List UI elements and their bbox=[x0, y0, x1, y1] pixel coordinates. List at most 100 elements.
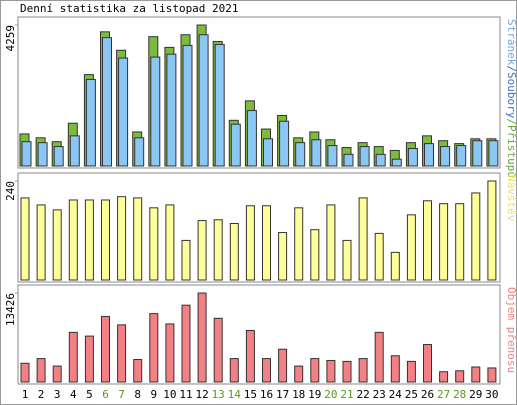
panel bbox=[17, 284, 501, 385]
bar bbox=[343, 153, 354, 167]
bar bbox=[455, 370, 465, 383]
bar bbox=[245, 329, 255, 383]
bar bbox=[133, 359, 143, 383]
bar bbox=[423, 344, 432, 383]
x-tick-label: 11 bbox=[179, 388, 192, 401]
bar bbox=[262, 205, 271, 281]
bar bbox=[36, 358, 46, 383]
bar bbox=[487, 180, 497, 281]
panel bbox=[17, 172, 501, 283]
bar bbox=[21, 141, 32, 167]
x-tick-label: 30 bbox=[485, 388, 498, 401]
bar bbox=[455, 203, 465, 281]
legend-entry: /Přístupů bbox=[505, 118, 517, 178]
bar bbox=[52, 365, 62, 383]
bar bbox=[471, 192, 481, 281]
bar bbox=[213, 219, 223, 281]
bar bbox=[101, 199, 110, 281]
x-tick-label: 16 bbox=[260, 388, 273, 401]
bar bbox=[181, 304, 191, 383]
legend-entry: Návštěv bbox=[505, 175, 517, 222]
bar bbox=[165, 204, 175, 281]
bar bbox=[294, 365, 304, 383]
y-tick-label: 4259 bbox=[4, 25, 17, 52]
bar bbox=[407, 147, 418, 167]
bar bbox=[20, 362, 30, 383]
bar bbox=[278, 348, 288, 383]
bar bbox=[68, 199, 78, 281]
bar bbox=[101, 315, 110, 383]
bar bbox=[342, 239, 352, 281]
bar bbox=[213, 317, 223, 383]
bar bbox=[166, 53, 177, 167]
bar bbox=[117, 324, 127, 383]
x-tick-label: 4 bbox=[70, 388, 77, 401]
bar bbox=[423, 200, 432, 281]
bar bbox=[20, 197, 30, 281]
bar bbox=[197, 220, 207, 281]
bar bbox=[229, 358, 239, 383]
y-tick-label: 13426 bbox=[4, 293, 17, 326]
legend: Stránek/Soubory/Přístupů bbox=[505, 19, 517, 178]
x-tick-label: 1 bbox=[22, 388, 29, 401]
x-tick-label: 2 bbox=[38, 388, 45, 401]
bar bbox=[181, 239, 191, 281]
bar bbox=[390, 355, 400, 383]
bar bbox=[439, 203, 449, 281]
bar bbox=[262, 358, 271, 383]
x-tick-label: 25 bbox=[405, 388, 418, 401]
x-tick-label: 3 bbox=[54, 388, 61, 401]
x-tick-label: 18 bbox=[292, 388, 305, 401]
x-tick-label: 29 bbox=[469, 388, 482, 401]
bar bbox=[182, 44, 193, 167]
bar bbox=[406, 214, 416, 281]
x-tick-label: 10 bbox=[163, 388, 176, 401]
bar bbox=[279, 120, 290, 167]
bar bbox=[456, 145, 467, 167]
x-tick-label: 7 bbox=[118, 388, 125, 401]
bar bbox=[294, 207, 304, 281]
bar bbox=[488, 140, 499, 167]
x-tick-label: 17 bbox=[276, 388, 289, 401]
bar bbox=[214, 43, 225, 167]
bar bbox=[118, 57, 129, 167]
x-tick-label: 13 bbox=[212, 388, 225, 401]
legend-entry: Stránek bbox=[505, 19, 517, 66]
bar bbox=[197, 292, 207, 383]
x-tick-label: 12 bbox=[195, 388, 208, 401]
x-tick-label: 9 bbox=[150, 388, 157, 401]
bar bbox=[68, 331, 78, 383]
bar bbox=[149, 313, 159, 383]
bar bbox=[229, 222, 239, 281]
bar bbox=[230, 123, 241, 167]
bar bbox=[165, 323, 175, 383]
bar bbox=[53, 146, 64, 167]
x-tick-label: 28 bbox=[453, 388, 466, 401]
bar bbox=[85, 78, 96, 167]
bar bbox=[327, 145, 338, 167]
bar bbox=[390, 251, 400, 281]
x-tick-label: 21 bbox=[340, 388, 353, 401]
bar bbox=[133, 197, 143, 281]
x-tick-label: 27 bbox=[437, 388, 450, 401]
bar bbox=[472, 140, 483, 167]
bar bbox=[359, 146, 370, 167]
x-tick-label: 6 bbox=[102, 388, 109, 401]
bar bbox=[198, 34, 209, 167]
x-tick-label: 23 bbox=[373, 388, 386, 401]
bar bbox=[311, 139, 322, 167]
bar bbox=[245, 205, 255, 281]
bar bbox=[36, 204, 46, 281]
panel bbox=[17, 16, 501, 169]
bar bbox=[278, 232, 288, 281]
legend-entry: Objem přenosu bbox=[505, 287, 517, 373]
x-tick-label: 22 bbox=[356, 388, 369, 401]
bar bbox=[102, 37, 112, 167]
legend-entry: /Soubory bbox=[505, 65, 517, 118]
bar bbox=[487, 367, 497, 383]
bar bbox=[134, 137, 145, 167]
x-tick-label: 5 bbox=[86, 388, 93, 401]
bar bbox=[391, 158, 402, 167]
x-tick-label: 14 bbox=[228, 388, 242, 401]
